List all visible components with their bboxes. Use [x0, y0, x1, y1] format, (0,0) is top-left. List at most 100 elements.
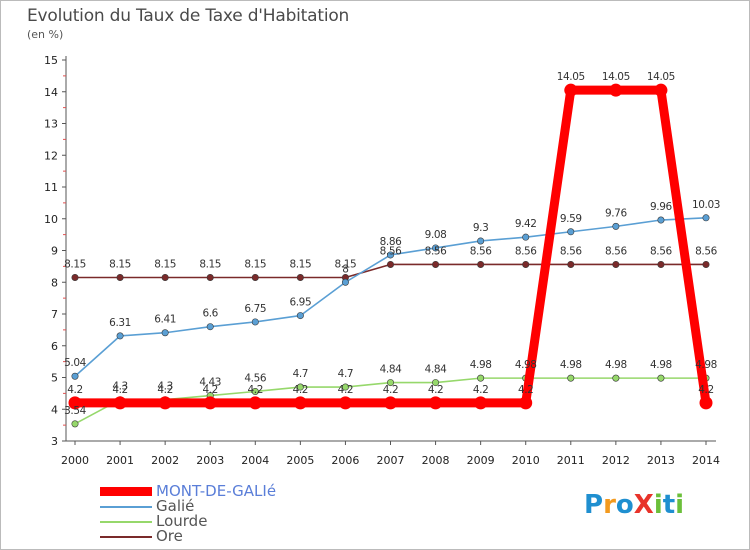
- data-point: [477, 260, 485, 268]
- data-point: [113, 396, 127, 410]
- y-tick-label: 12: [44, 149, 58, 162]
- chart-subtitle: (en %): [27, 28, 64, 41]
- legend-item: Lourde: [100, 514, 276, 529]
- data-label: 4.2: [383, 384, 399, 396]
- x-tick-label: 2008: [422, 454, 450, 467]
- data-point: [158, 396, 172, 410]
- data-point: [522, 260, 530, 268]
- data-label: 4.3: [157, 381, 173, 393]
- data-point: [203, 396, 217, 410]
- x-tick-label: 2003: [196, 454, 224, 467]
- data-point: [296, 312, 304, 320]
- x-tick-label: 2013: [647, 454, 675, 467]
- chart-title: Evolution du Taux de Taxe d'Habitation: [27, 6, 350, 26]
- legend-label: Galié: [156, 497, 195, 515]
- data-label: 4.2: [518, 384, 534, 396]
- data-label: 3.54: [64, 405, 86, 417]
- data-label: 14.05: [647, 71, 675, 83]
- data-point: [161, 329, 169, 337]
- chart-legend: MONT-DE-GALIé Galié Lourde Ore: [100, 484, 276, 544]
- data-label: 9.76: [605, 207, 627, 219]
- legend-label: Ore: [156, 527, 183, 545]
- data-point: [477, 374, 485, 382]
- y-tick-label: 7: [51, 308, 58, 321]
- y-tick-label: 13: [44, 118, 58, 131]
- data-point: [699, 396, 713, 410]
- data-label: 9.3: [473, 222, 489, 234]
- x-tick-label: 2001: [106, 454, 134, 467]
- data-label: 8.15: [289, 258, 311, 270]
- data-label: 8.56: [650, 245, 672, 257]
- data-label: 4.7: [338, 368, 354, 380]
- y-tick-label: 5: [51, 372, 58, 385]
- data-label: 8.56: [695, 245, 717, 257]
- data-point: [612, 260, 620, 268]
- data-label: 4.84: [380, 364, 402, 376]
- x-tick-label: 2014: [692, 454, 720, 467]
- y-tick-label: 3: [51, 435, 58, 448]
- data-label: 6.31: [109, 317, 131, 329]
- x-tick-label: 2006: [331, 454, 359, 467]
- legend-label: MONT-DE-GALIé: [156, 482, 277, 500]
- data-point: [474, 396, 488, 410]
- data-label: 6.41: [154, 314, 176, 326]
- data-label: 10.03: [692, 199, 720, 211]
- data-point: [564, 83, 578, 97]
- data-point: [341, 278, 349, 286]
- data-label: 8.15: [154, 258, 176, 270]
- data-label: 8.15: [244, 258, 266, 270]
- data-label: 8.56: [380, 245, 402, 257]
- data-label: 8.56: [560, 245, 582, 257]
- data-point: [71, 372, 79, 380]
- data-label: 6.75: [244, 303, 266, 315]
- data-point: [68, 396, 82, 410]
- data-label: 4.7: [293, 368, 309, 380]
- data-label: 8.56: [605, 245, 627, 257]
- data-point: [71, 273, 79, 281]
- data-label: 4.98: [515, 359, 537, 371]
- data-label: 4.2: [473, 384, 489, 396]
- data-point: [657, 216, 665, 224]
- data-label: 9.08: [425, 229, 447, 241]
- data-point: [702, 214, 710, 222]
- data-label: 4.2: [67, 384, 83, 396]
- x-tick-label: 2002: [151, 454, 179, 467]
- data-label: 4.2: [293, 384, 309, 396]
- y-tick-label: 6: [51, 340, 58, 353]
- data-label: 4.43: [199, 377, 221, 389]
- data-label: 14.05: [557, 71, 585, 83]
- data-label: 4.98: [560, 359, 582, 371]
- legend-swatch: [100, 535, 152, 538]
- legend-item: MONT-DE-GALIé: [100, 484, 276, 499]
- data-label: 4.2: [157, 384, 173, 396]
- y-tick-label: 4: [51, 403, 58, 416]
- legend-swatch: [100, 505, 152, 508]
- x-tick-label: 2009: [467, 454, 495, 467]
- data-point: [71, 420, 79, 428]
- data-point: [384, 396, 397, 410]
- data-point: [702, 260, 710, 268]
- legend-swatch: [100, 487, 152, 496]
- data-label: 4.98: [605, 359, 627, 371]
- data-label: 8.15: [199, 258, 221, 270]
- data-point: [161, 273, 169, 281]
- data-label: 4.2: [428, 384, 444, 396]
- data-point: [522, 233, 530, 241]
- data-point: [296, 383, 304, 391]
- data-label: 8.56: [425, 245, 447, 257]
- data-point: [116, 332, 124, 340]
- data-label: 4.56: [244, 372, 266, 384]
- data-point: [293, 396, 307, 410]
- legend-item: Galié: [100, 499, 276, 514]
- y-tick-label: 14: [44, 86, 58, 99]
- data-label: 14.05: [602, 71, 630, 83]
- data-label: 5.04: [64, 357, 86, 369]
- data-label: 8.86: [380, 236, 402, 248]
- y-tick-label: 10: [44, 213, 58, 226]
- data-point: [251, 387, 259, 395]
- data-point: [341, 383, 349, 391]
- data-point: [609, 83, 623, 97]
- x-tick-label: 2004: [241, 454, 269, 467]
- data-label: 8.56: [470, 245, 492, 257]
